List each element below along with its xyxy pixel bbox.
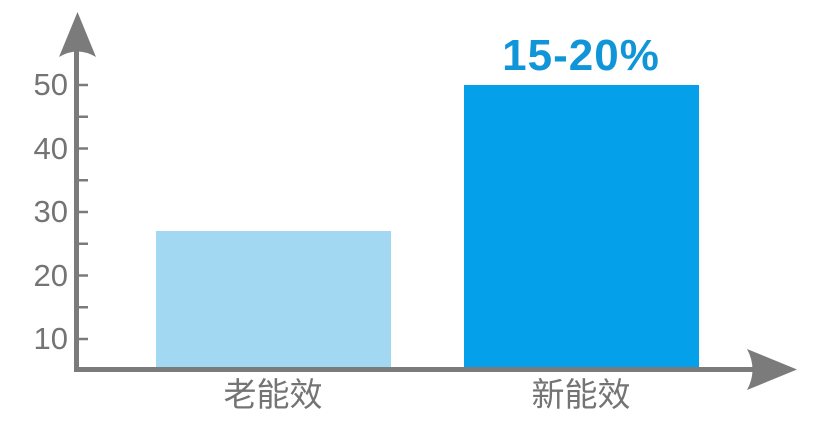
y-axis-tick-label: 40: [33, 130, 68, 166]
y-axis-tick: [79, 337, 88, 341]
y-axis-tick: [79, 115, 88, 118]
bar-value-annotation: 15-20%: [502, 31, 660, 80]
y-axis-tick: [79, 210, 88, 214]
y-axis-arrow-icon: [59, 12, 96, 57]
y-axis-tick-label: 50: [33, 67, 68, 102]
y-axis-tick-label: 10: [33, 321, 68, 356]
x-axis-line: [74, 367, 758, 372]
y-axis-tick-label: 20: [33, 257, 68, 293]
x-category-label: 新能效: [531, 376, 631, 413]
y-axis-line: [74, 30, 79, 372]
x-axis-arrow-icon: [747, 349, 797, 390]
x-category-label: 老能效: [223, 376, 323, 413]
y-axis-tick: [79, 179, 88, 182]
bar-old-efficiency: [155, 231, 391, 367]
y-axis-tick: [79, 274, 88, 277]
y-axis-tick: [79, 83, 88, 87]
bar-new-efficiency: [463, 85, 699, 367]
y-axis-tick: [79, 147, 88, 150]
y-axis-tick-label: 30: [33, 194, 68, 229]
y-axis-tick: [79, 242, 88, 245]
y-axis-tick: [79, 306, 88, 309]
